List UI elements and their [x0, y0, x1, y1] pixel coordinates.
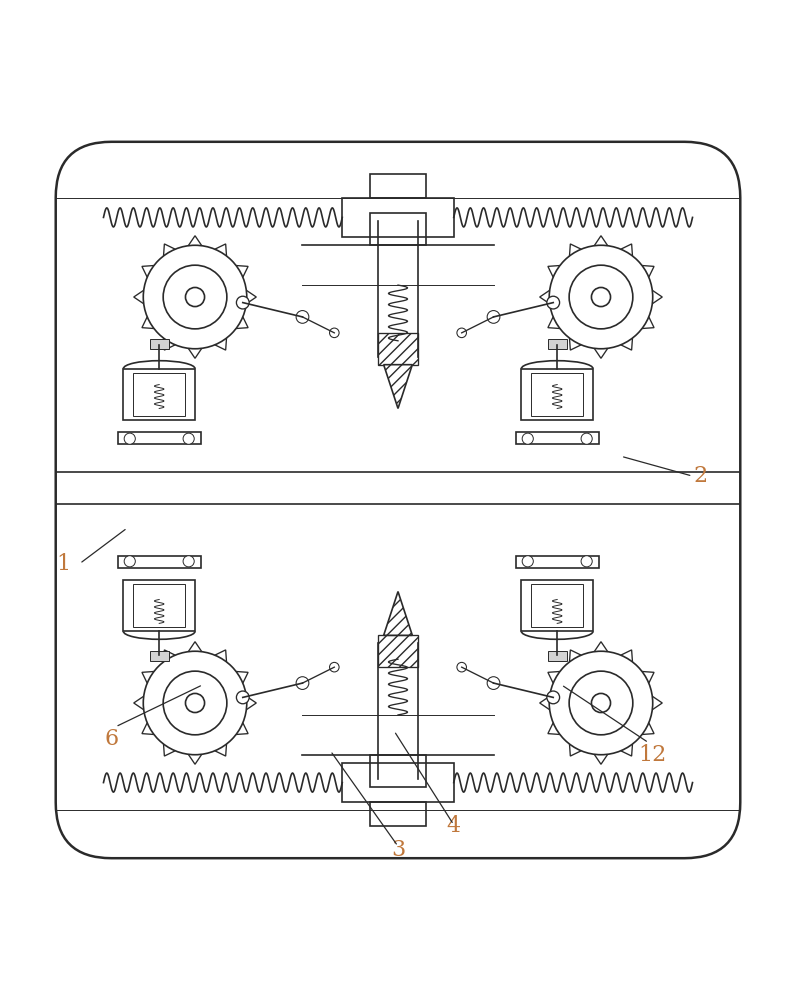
Circle shape — [547, 296, 560, 309]
Bar — [521, 369, 593, 420]
Polygon shape — [384, 592, 412, 635]
Circle shape — [330, 328, 339, 338]
Bar — [118, 556, 201, 568]
Circle shape — [581, 433, 592, 444]
Circle shape — [124, 556, 135, 567]
Circle shape — [296, 311, 309, 323]
Circle shape — [457, 328, 466, 338]
Bar — [370, 802, 426, 826]
Circle shape — [489, 678, 498, 688]
Bar — [150, 651, 169, 661]
Circle shape — [487, 677, 500, 689]
Bar — [521, 580, 593, 631]
Circle shape — [183, 556, 194, 567]
Circle shape — [547, 691, 560, 704]
Circle shape — [489, 312, 498, 322]
Bar — [370, 213, 426, 245]
Bar — [370, 174, 426, 198]
Bar — [342, 763, 454, 802]
Circle shape — [522, 556, 533, 567]
Circle shape — [296, 677, 309, 689]
Text: 3: 3 — [391, 839, 405, 861]
Circle shape — [522, 433, 533, 444]
Circle shape — [298, 312, 307, 322]
Bar — [123, 369, 195, 420]
Text: 1: 1 — [57, 553, 71, 575]
Bar — [118, 432, 201, 444]
Circle shape — [236, 296, 249, 309]
Bar — [342, 198, 454, 237]
Text: 12: 12 — [638, 744, 667, 766]
Circle shape — [124, 433, 135, 444]
Bar — [378, 333, 418, 365]
Bar — [133, 373, 185, 416]
Text: 4: 4 — [447, 815, 461, 837]
Bar — [378, 635, 418, 667]
Polygon shape — [384, 365, 412, 408]
Circle shape — [236, 691, 249, 704]
Bar — [516, 556, 599, 568]
Circle shape — [183, 433, 194, 444]
Circle shape — [487, 311, 500, 323]
Bar — [548, 651, 567, 661]
Bar — [150, 339, 169, 349]
Bar — [516, 432, 599, 444]
Text: 6: 6 — [104, 728, 119, 750]
Circle shape — [457, 662, 466, 672]
Bar — [123, 580, 195, 631]
Circle shape — [298, 678, 307, 688]
FancyBboxPatch shape — [56, 142, 740, 858]
Circle shape — [330, 662, 339, 672]
Text: 2: 2 — [693, 465, 708, 487]
Circle shape — [581, 556, 592, 567]
Bar — [370, 755, 426, 787]
Bar — [133, 584, 185, 627]
Bar — [531, 373, 583, 416]
Bar — [531, 584, 583, 627]
Bar — [548, 339, 567, 349]
